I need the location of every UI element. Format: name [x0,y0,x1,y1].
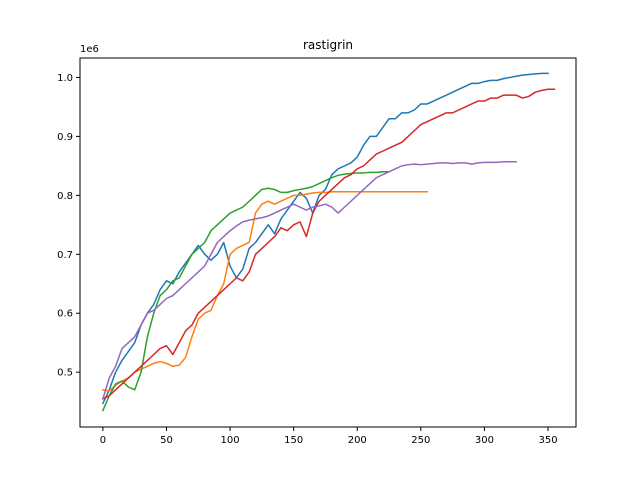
series-layer [101,72,556,412]
y-tick-label: 0.6 [57,309,73,320]
series-line-4 [101,88,556,400]
series-line-1 [101,72,549,405]
y-tick-label: 0.9 [57,132,73,143]
y-tick-label: 0.8 [57,191,73,202]
x-tick-label: 100 [221,435,240,446]
y-offset-label: 1e6 [80,44,99,55]
y-tick-label: 0.5 [57,368,73,379]
series-line-3 [101,171,390,412]
x-axis-ticks: 0 50 100 150 200 250 300 350 [100,427,558,446]
plot-frame [79,57,577,428]
y-axis-ticks: 0.5 0.6 0.7 0.8 0.9 1.0 [57,73,80,379]
series-line-2 [102,191,428,392]
series-line-5 [101,160,517,400]
x-tick-label: 150 [284,435,303,446]
y-tick-label: 0.7 [57,250,73,261]
x-tick-label: 300 [475,435,494,446]
x-tick-label: 350 [538,435,557,446]
x-tick-label: 0 [100,435,106,446]
x-tick-label: 50 [160,435,173,446]
x-tick-label: 250 [411,435,430,446]
chart-title: rastigrin [303,38,353,52]
y-tick-label: 1.0 [57,73,73,84]
x-tick-label: 200 [348,435,367,446]
